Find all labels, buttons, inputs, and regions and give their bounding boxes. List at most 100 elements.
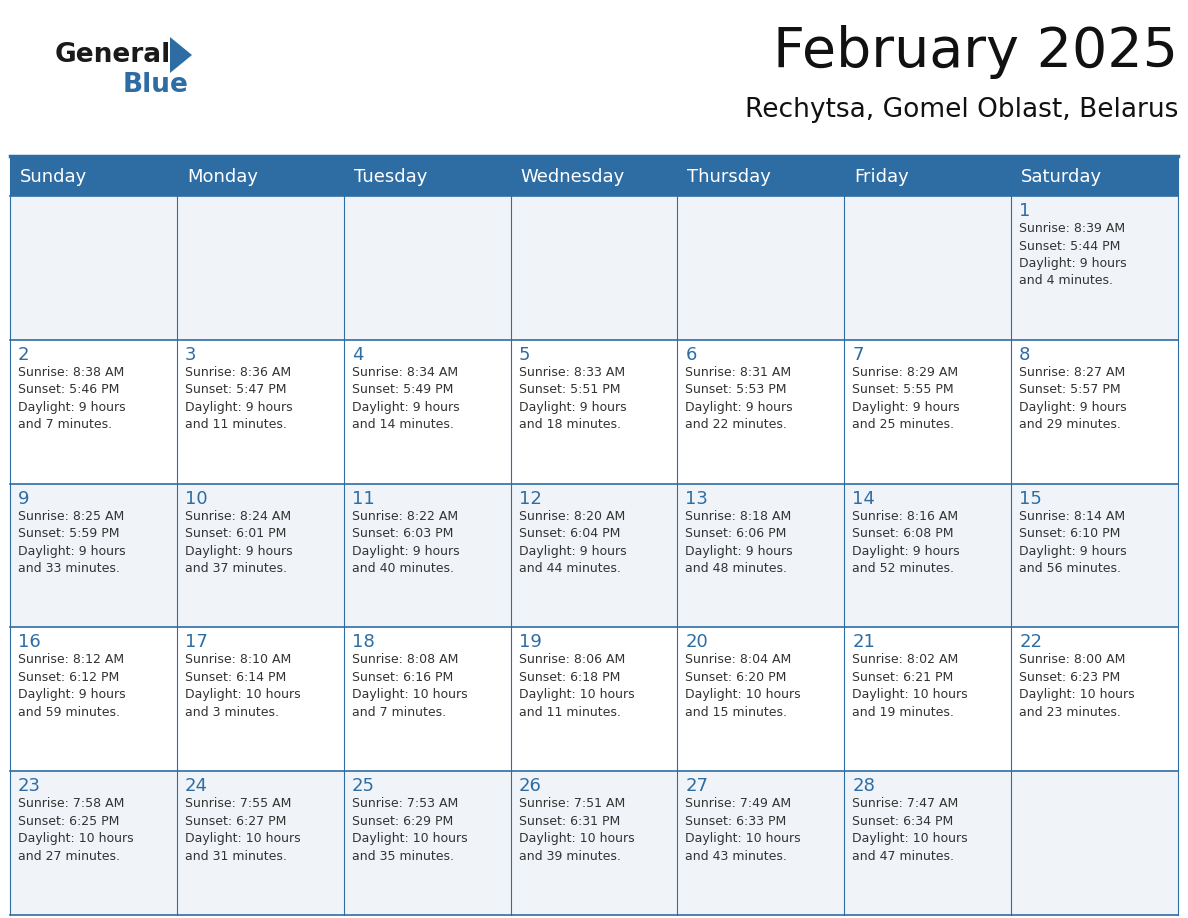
Text: Sunset: 5:55 PM: Sunset: 5:55 PM xyxy=(852,384,954,397)
Text: Sunset: 5:47 PM: Sunset: 5:47 PM xyxy=(185,384,286,397)
Text: Thursday: Thursday xyxy=(688,168,771,186)
Text: Daylight: 10 hours: Daylight: 10 hours xyxy=(685,833,801,845)
Bar xyxy=(10,484,1178,627)
Text: and 33 minutes.: and 33 minutes. xyxy=(18,562,120,575)
Text: Sunrise: 7:53 AM: Sunrise: 7:53 AM xyxy=(352,797,457,811)
Text: Daylight: 9 hours: Daylight: 9 hours xyxy=(1019,544,1126,557)
Text: Daylight: 10 hours: Daylight: 10 hours xyxy=(852,688,968,701)
Text: 24: 24 xyxy=(185,778,208,795)
Text: and 27 minutes.: and 27 minutes. xyxy=(18,850,120,863)
Text: 22: 22 xyxy=(1019,633,1042,652)
Text: Sunrise: 7:55 AM: Sunrise: 7:55 AM xyxy=(185,797,291,811)
Text: 8: 8 xyxy=(1019,346,1030,364)
Text: Sunset: 5:51 PM: Sunset: 5:51 PM xyxy=(519,384,620,397)
Text: Sunrise: 8:36 AM: Sunrise: 8:36 AM xyxy=(185,365,291,379)
Text: Daylight: 9 hours: Daylight: 9 hours xyxy=(18,688,126,701)
Polygon shape xyxy=(170,37,192,73)
Text: Sunrise: 7:49 AM: Sunrise: 7:49 AM xyxy=(685,797,791,811)
Text: and 47 minutes.: and 47 minutes. xyxy=(852,850,954,863)
Text: Daylight: 9 hours: Daylight: 9 hours xyxy=(185,401,292,414)
Text: and 11 minutes.: and 11 minutes. xyxy=(185,419,286,431)
Text: Blue: Blue xyxy=(124,72,189,98)
Text: Daylight: 9 hours: Daylight: 9 hours xyxy=(685,401,794,414)
Text: Sunset: 6:34 PM: Sunset: 6:34 PM xyxy=(852,814,954,828)
Text: Sunset: 5:44 PM: Sunset: 5:44 PM xyxy=(1019,240,1120,252)
Text: Sunset: 6:16 PM: Sunset: 6:16 PM xyxy=(352,671,453,684)
Text: Sunrise: 7:47 AM: Sunrise: 7:47 AM xyxy=(852,797,959,811)
Text: 10: 10 xyxy=(185,489,208,508)
Text: and 25 minutes.: and 25 minutes. xyxy=(852,419,954,431)
Bar xyxy=(10,340,1178,484)
Text: Sunset: 6:14 PM: Sunset: 6:14 PM xyxy=(185,671,286,684)
Text: 12: 12 xyxy=(519,489,542,508)
Text: Sunrise: 8:34 AM: Sunrise: 8:34 AM xyxy=(352,365,457,379)
Text: Sunset: 6:29 PM: Sunset: 6:29 PM xyxy=(352,814,453,828)
Text: 13: 13 xyxy=(685,489,708,508)
Text: Sunday: Sunday xyxy=(20,168,87,186)
Text: Daylight: 9 hours: Daylight: 9 hours xyxy=(185,544,292,557)
Text: 28: 28 xyxy=(852,778,876,795)
Text: Sunset: 6:31 PM: Sunset: 6:31 PM xyxy=(519,814,620,828)
Text: Sunset: 6:06 PM: Sunset: 6:06 PM xyxy=(685,527,786,540)
Text: and 52 minutes.: and 52 minutes. xyxy=(852,562,954,575)
Text: Sunrise: 8:06 AM: Sunrise: 8:06 AM xyxy=(519,654,625,666)
Text: 18: 18 xyxy=(352,633,374,652)
Text: and 14 minutes.: and 14 minutes. xyxy=(352,419,454,431)
Text: 23: 23 xyxy=(18,778,42,795)
Text: and 19 minutes.: and 19 minutes. xyxy=(852,706,954,719)
Text: Daylight: 9 hours: Daylight: 9 hours xyxy=(685,544,794,557)
Text: 4: 4 xyxy=(352,346,364,364)
Text: and 23 minutes.: and 23 minutes. xyxy=(1019,706,1121,719)
Text: General: General xyxy=(55,42,171,68)
Text: Sunrise: 8:29 AM: Sunrise: 8:29 AM xyxy=(852,365,959,379)
Text: Rechytsa, Gomel Oblast, Belarus: Rechytsa, Gomel Oblast, Belarus xyxy=(745,97,1178,123)
Text: Sunset: 6:33 PM: Sunset: 6:33 PM xyxy=(685,814,786,828)
Text: Daylight: 10 hours: Daylight: 10 hours xyxy=(185,688,301,701)
Text: 19: 19 xyxy=(519,633,542,652)
Text: and 29 minutes.: and 29 minutes. xyxy=(1019,419,1121,431)
Text: Sunrise: 7:51 AM: Sunrise: 7:51 AM xyxy=(519,797,625,811)
Text: and 11 minutes.: and 11 minutes. xyxy=(519,706,620,719)
Text: Sunset: 5:53 PM: Sunset: 5:53 PM xyxy=(685,384,786,397)
Bar xyxy=(10,771,1178,915)
Text: 16: 16 xyxy=(18,633,40,652)
Text: Sunset: 6:01 PM: Sunset: 6:01 PM xyxy=(185,527,286,540)
Text: 21: 21 xyxy=(852,633,876,652)
Text: 5: 5 xyxy=(519,346,530,364)
Text: Sunset: 5:57 PM: Sunset: 5:57 PM xyxy=(1019,384,1120,397)
Text: 17: 17 xyxy=(185,633,208,652)
Text: Sunrise: 8:02 AM: Sunrise: 8:02 AM xyxy=(852,654,959,666)
Text: 26: 26 xyxy=(519,778,542,795)
Bar xyxy=(10,196,1178,340)
Text: 6: 6 xyxy=(685,346,697,364)
Text: Sunrise: 8:04 AM: Sunrise: 8:04 AM xyxy=(685,654,791,666)
Text: Sunset: 6:18 PM: Sunset: 6:18 PM xyxy=(519,671,620,684)
Text: Daylight: 10 hours: Daylight: 10 hours xyxy=(18,833,133,845)
Text: Sunrise: 8:33 AM: Sunrise: 8:33 AM xyxy=(519,365,625,379)
Text: Sunrise: 8:08 AM: Sunrise: 8:08 AM xyxy=(352,654,459,666)
Text: Sunrise: 8:22 AM: Sunrise: 8:22 AM xyxy=(352,509,457,522)
Text: Daylight: 9 hours: Daylight: 9 hours xyxy=(18,544,126,557)
Text: Tuesday: Tuesday xyxy=(354,168,428,186)
Text: Sunset: 5:46 PM: Sunset: 5:46 PM xyxy=(18,384,119,397)
Text: Sunrise: 8:39 AM: Sunrise: 8:39 AM xyxy=(1019,222,1125,235)
Text: Sunrise: 8:14 AM: Sunrise: 8:14 AM xyxy=(1019,509,1125,522)
Bar xyxy=(10,158,1178,196)
Text: Sunrise: 8:27 AM: Sunrise: 8:27 AM xyxy=(1019,365,1125,379)
Text: Daylight: 9 hours: Daylight: 9 hours xyxy=(18,401,126,414)
Text: and 48 minutes.: and 48 minutes. xyxy=(685,562,788,575)
Text: and 7 minutes.: and 7 minutes. xyxy=(18,419,112,431)
Text: and 3 minutes.: and 3 minutes. xyxy=(185,706,279,719)
Text: 15: 15 xyxy=(1019,489,1042,508)
Text: and 15 minutes.: and 15 minutes. xyxy=(685,706,788,719)
Text: Daylight: 9 hours: Daylight: 9 hours xyxy=(852,544,960,557)
Text: Daylight: 9 hours: Daylight: 9 hours xyxy=(1019,401,1126,414)
Text: 9: 9 xyxy=(18,489,30,508)
Text: and 35 minutes.: and 35 minutes. xyxy=(352,850,454,863)
Text: Sunset: 6:27 PM: Sunset: 6:27 PM xyxy=(185,814,286,828)
Text: Sunset: 6:12 PM: Sunset: 6:12 PM xyxy=(18,671,119,684)
Text: 1: 1 xyxy=(1019,202,1030,220)
Text: Daylight: 9 hours: Daylight: 9 hours xyxy=(352,544,460,557)
Text: Sunrise: 8:16 AM: Sunrise: 8:16 AM xyxy=(852,509,959,522)
Text: February 2025: February 2025 xyxy=(773,25,1178,79)
